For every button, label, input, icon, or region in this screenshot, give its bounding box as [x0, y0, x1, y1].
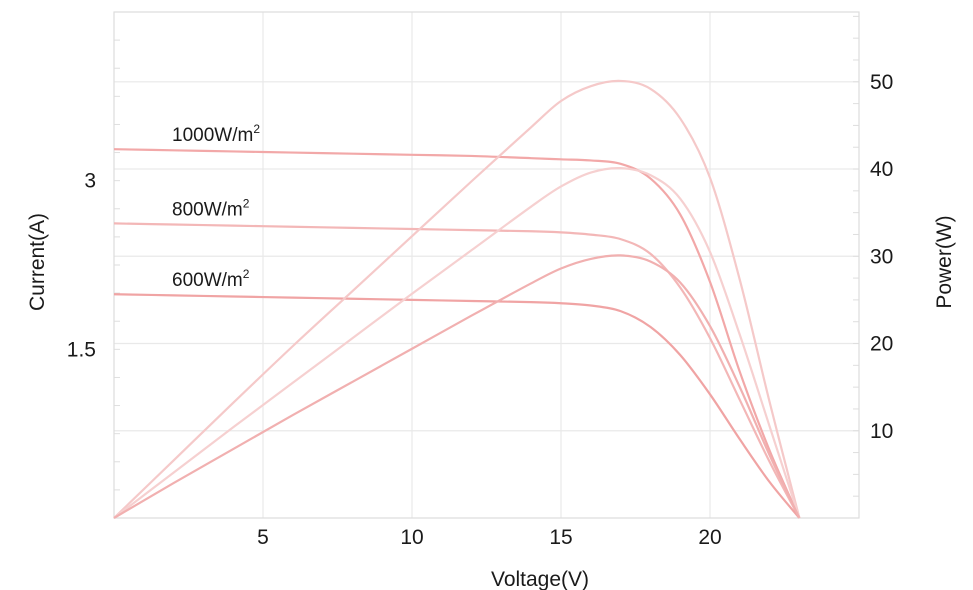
x-tick-label: 10 [400, 526, 423, 549]
pv-curve-4 [113, 166, 801, 519]
plot-frame [113, 11, 860, 519]
minor-ticks [114, 11, 859, 519]
series-label: 600W/m2 [172, 267, 250, 291]
x-axis-title: Voltage(V) [491, 568, 589, 590]
y-right-axis-title: Power(W) [933, 215, 956, 308]
series-label: 1000W/m2 [172, 122, 260, 146]
y-left-axis-title: Current(A) [26, 213, 49, 311]
y-left-tick-label: 3 [84, 170, 96, 193]
iv-curve-1 [113, 222, 801, 519]
x-tick-label: 5 [257, 526, 269, 549]
y-right-tick-labels: 10 20 30 40 50 [870, 71, 893, 443]
y-right-tick-label: 50 [870, 71, 893, 94]
y-left-tick-label: 1.5 [67, 338, 96, 361]
pv-curve-3 [113, 79, 801, 519]
pv-curve-5 [113, 254, 801, 519]
y-left-tick-labels: 1.53 [67, 170, 96, 362]
y-right-tick-label: 10 [870, 420, 893, 443]
series-layer [113, 79, 801, 519]
series-label-superscript: 2 [253, 122, 260, 136]
iv-curve-2 [113, 293, 801, 519]
series-label: 800W/m2 [172, 196, 250, 220]
y-right-tick-label: 20 [870, 333, 893, 356]
series-labels: 1000W/m2 800W/m2 600W/m2 [172, 122, 260, 291]
grid [114, 12, 859, 518]
y-right-tick-label: 30 [870, 245, 893, 268]
series-label-superscript: 2 [243, 267, 250, 281]
y-right-tick-label: 40 [870, 158, 893, 181]
x-tick-label: 15 [549, 526, 572, 549]
x-tick-label: 20 [698, 526, 721, 549]
series-label-superscript: 2 [243, 196, 250, 210]
x-tick-labels: 5 10 15 20 [257, 526, 722, 549]
iv-curve-0 [113, 148, 801, 519]
